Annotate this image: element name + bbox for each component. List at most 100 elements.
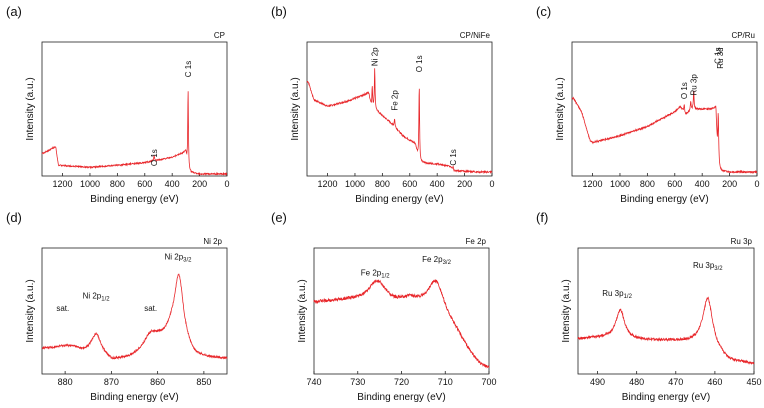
- x-tick-label: 880: [58, 377, 73, 387]
- x-tick-label: 600: [402, 179, 417, 189]
- peak-label-subscript: 1/2: [381, 274, 390, 280]
- peak-label: Ru 3p: [690, 74, 699, 96]
- x-tick-label: 490: [590, 377, 605, 387]
- x-tick-label: 850: [196, 377, 211, 387]
- peak-label: O 1s: [150, 149, 159, 166]
- peak-label: C 1s: [713, 47, 722, 63]
- x-tick-label: 1200: [318, 179, 338, 189]
- x-tick-label: 0: [754, 179, 759, 189]
- x-tick-label: 1200: [53, 179, 73, 189]
- spectrum-line: [306, 68, 493, 175]
- peak-label-subscript: 1/2: [624, 294, 633, 300]
- peak-label: Fe 2p: [391, 90, 400, 111]
- panel-letter: (f): [536, 210, 548, 225]
- y-axis-label: Intensity (a.u.): [290, 77, 301, 140]
- y-axis-label: Intensity (a.u.): [25, 279, 36, 342]
- peak-label: Ni 2p1/2: [83, 291, 111, 302]
- panel-letter: (e): [271, 210, 287, 225]
- panel-c: (c) CP/Ru Binding energy (eV) Intensity …: [536, 4, 760, 205]
- x-tick-label: 0: [489, 179, 494, 189]
- plot-frame: [577, 247, 755, 375]
- peak-label: Ru 3p1/2: [602, 289, 632, 300]
- spectrum-line: [41, 273, 228, 360]
- peak-label: O 1s: [415, 55, 424, 72]
- spectrum-line: [571, 90, 758, 175]
- x-axis-label: Binding energy (eV): [355, 194, 443, 205]
- x-tick-label: 400: [695, 179, 710, 189]
- x-tick-label: 1200: [583, 179, 603, 189]
- y-axis-label: Intensity (a.u.): [297, 279, 308, 342]
- panel-title: CP: [214, 31, 225, 40]
- x-tick-label: 1000: [80, 179, 100, 189]
- y-axis-label: Intensity (a.u.): [555, 77, 566, 140]
- panel-title: Ru 3p: [731, 237, 753, 246]
- panel-letter: (d): [6, 210, 22, 225]
- x-tick-label: 1000: [610, 179, 630, 189]
- panel-letter: (b): [271, 4, 287, 19]
- spectrum-line: [313, 279, 490, 369]
- plot-frame: [313, 247, 490, 375]
- spectrum-line: [41, 91, 228, 177]
- plot-frame: [571, 41, 758, 177]
- x-axis-label: Binding energy (eV): [357, 392, 445, 403]
- peak-label: C 1s: [449, 149, 458, 165]
- panel-a: (a) CP Binding energy (eV) Intensity (a.…: [6, 4, 230, 205]
- x-tick-label: 700: [481, 377, 496, 387]
- panel-title: CP/NiFe: [460, 31, 491, 40]
- peak-label-subscript: 3/2: [183, 257, 192, 263]
- plot-frame: [41, 41, 228, 177]
- plot-frame: [306, 41, 493, 177]
- x-tick-label: 200: [192, 179, 207, 189]
- x-tick-label: 710: [438, 377, 453, 387]
- x-tick-label: 200: [457, 179, 472, 189]
- x-tick-label: 740: [306, 377, 321, 387]
- panel-title: Ni 2p: [203, 237, 222, 246]
- x-tick-label: 0: [224, 179, 229, 189]
- panel-letter: (a): [6, 4, 22, 19]
- x-tick-label: 730: [350, 377, 365, 387]
- x-tick-label: 470: [668, 377, 683, 387]
- spectrum-line: [577, 296, 755, 365]
- peak-label-subscript: 3/2: [714, 266, 723, 272]
- peak-label: Fe 2p1/2: [361, 269, 390, 280]
- x-tick-label: 800: [110, 179, 125, 189]
- x-tick-label: 200: [722, 179, 737, 189]
- peak-label: sat.: [56, 304, 69, 313]
- y-axis-label: Intensity (a.u.): [561, 279, 572, 342]
- panel-title: Fe 2p: [466, 237, 487, 246]
- x-tick-label: 600: [137, 179, 152, 189]
- x-tick-label: 1000: [345, 179, 365, 189]
- x-tick-label: 400: [430, 179, 445, 189]
- x-axis-label: Binding energy (eV): [90, 194, 178, 205]
- peak-label: Ni 2p3/2: [164, 252, 192, 263]
- peak-label: sat.: [144, 304, 157, 313]
- panel-letter: (c): [536, 4, 551, 19]
- x-tick-label: 460: [707, 377, 722, 387]
- x-tick-label: 870: [104, 377, 119, 387]
- x-tick-label: 720: [394, 377, 409, 387]
- peak-label-subscript: 1/2: [101, 296, 110, 302]
- peak-label: O 1s: [680, 82, 689, 99]
- x-tick-label: 400: [165, 179, 180, 189]
- peak-label: Ni 2p: [371, 47, 380, 66]
- x-axis-label: Binding energy (eV): [622, 392, 710, 403]
- x-tick-label: 480: [629, 377, 644, 387]
- x-tick-label: 450: [746, 377, 761, 387]
- panel-f: (f) Ru 3p Binding energy (eV) Intensity …: [536, 210, 762, 403]
- plot-frame: [41, 247, 228, 375]
- panel-d: (d) Ni 2p Binding energy (eV) Intensity …: [6, 210, 228, 403]
- x-tick-label: 800: [375, 179, 390, 189]
- panel-e: (e) Fe 2p Binding energy (eV) Intensity …: [271, 210, 497, 403]
- peak-label: Ru 3p3/2: [693, 261, 723, 272]
- x-tick-label: 800: [640, 179, 655, 189]
- x-axis-label: Binding energy (eV): [90, 392, 178, 403]
- x-axis-label: Binding energy (eV): [620, 194, 708, 205]
- peak-label: C 1s: [184, 61, 193, 77]
- peak-label: Fe 2p3/2: [422, 255, 451, 266]
- peak-label: Ru 3d: [716, 47, 725, 68]
- panel-title: CP/Ru: [731, 31, 755, 40]
- x-tick-label: 600: [667, 179, 682, 189]
- y-axis-label: Intensity (a.u.): [25, 77, 36, 140]
- peak-label-subscript: 3/2: [443, 260, 452, 266]
